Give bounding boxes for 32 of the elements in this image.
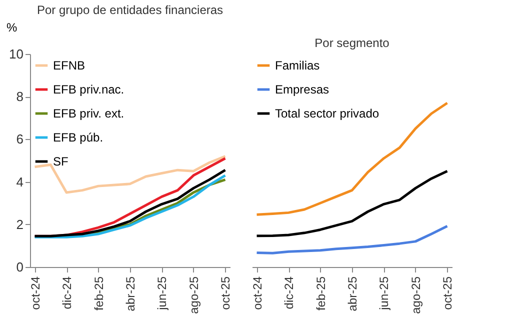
legend-label: Empresas [275,82,330,96]
x-tick-label: abr-25 [346,276,360,312]
legend-label: EFB priv. ext. [53,106,124,120]
x-tick-label: dic-24 [60,276,74,310]
line-series [34,154,226,194]
x-tick-label: oct-25 [218,276,233,310]
y-tick-label: 8 [16,89,24,104]
legend-label: EFNB [53,58,86,72]
x-tick-label: jun-25 [377,276,392,311]
x-tick-label: ago-25 [408,276,423,314]
y-tick-label: 4 [16,174,24,190]
x-tick-label: dic-24 [282,276,296,310]
legend-label: EFB púb. [53,130,104,144]
x-tick-label: feb-25 [314,276,328,311]
legend-label: EFB priv.nac. [53,82,124,96]
x-tick-label: oct-24 [250,276,264,310]
y-axis-title: % [6,20,18,34]
chart-title: Por segmento [314,36,390,50]
y-tick-label: 2 [16,216,24,232]
legend-label: Familias [275,58,320,72]
chart-title: Por grupo de entidades financieras [36,3,224,17]
x-tick-label: oct-24 [28,276,42,310]
x-tick-label: abr-25 [124,276,138,312]
x-tick-label: ago-25 [186,276,201,314]
y-tick-label: 0 [16,260,24,274]
y-tick-label: 6 [16,132,24,147]
y-tick-label: 10 [9,46,24,62]
legend-label: Total sector privado [275,106,380,120]
x-tick-label: oct-25 [440,276,455,310]
x-tick-label: feb-25 [92,276,106,311]
x-tick-label: jun-25 [155,276,170,311]
legend-label: SF [53,154,68,168]
